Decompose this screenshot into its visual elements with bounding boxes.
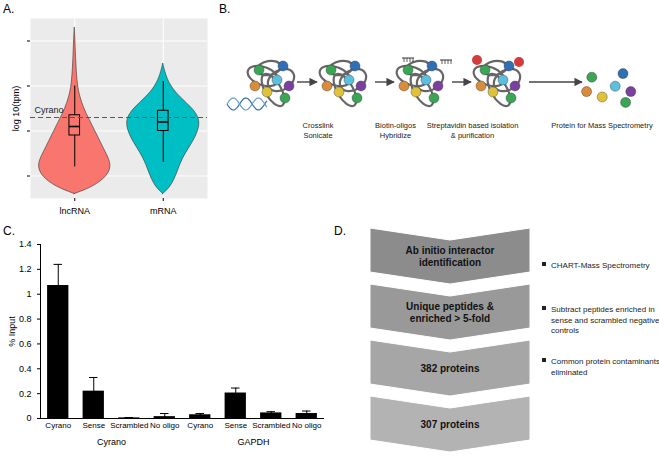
svg-text:382 proteins: 382 proteins: [421, 363, 480, 374]
svg-text:Ab initio interactoridentifica: Ab initio interactoridentification: [406, 245, 495, 268]
svg-text:Subtract peptides enriched ins: Subtract peptides enriched insense and s…: [551, 305, 659, 335]
svg-text:Streptavidin based isolation&: Streptavidin based isolation& purificati…: [427, 121, 519, 140]
svg-text:0.8: 0.8: [19, 314, 32, 324]
svg-text:Cyrano: Cyrano: [45, 421, 71, 430]
svg-text:GAPDH: GAPDH: [237, 437, 269, 447]
svg-text:% Input: % Input: [7, 316, 17, 347]
svg-text:Biotin-oligosHybridize: Biotin-oligosHybridize: [375, 121, 416, 140]
svg-text:0.4: 0.4: [19, 364, 32, 374]
svg-text:D.: D.: [334, 224, 346, 238]
svg-text:Unique peptides &enriched > 5-: Unique peptides &enriched > 5-fold: [406, 301, 494, 324]
svg-text:0.6: 0.6: [19, 339, 32, 349]
svg-text:1.2: 1.2: [19, 264, 32, 274]
svg-text:CHART-Mass Spectrometry: CHART-Mass Spectrometry: [551, 261, 650, 270]
svg-text:lncRNA: lncRNA: [59, 206, 90, 216]
svg-text:No oligo: No oligo: [292, 421, 322, 430]
svg-text:Scrambled: Scrambled: [110, 421, 148, 430]
svg-text:Cyrano: Cyrano: [187, 421, 213, 430]
svg-text:1: 1: [26, 289, 31, 299]
svg-text:307 proteins: 307 proteins: [421, 419, 480, 430]
svg-text:Common protein contaminantseli: Common protein contaminantseliminated: [551, 357, 659, 377]
svg-text:0.2: 0.2: [19, 389, 32, 399]
svg-text:CrosslinkSonicate: CrosslinkSonicate: [303, 121, 334, 140]
html-text:C.: C.: [3, 224, 15, 238]
svg-text:Sense: Sense: [82, 421, 105, 430]
svg-text:Sense: Sense: [224, 421, 247, 430]
svg-text:Scrambled: Scrambled: [252, 421, 290, 430]
html-text:A.: A.: [3, 2, 15, 16]
svg-text:No oligo: No oligo: [150, 421, 180, 430]
svg-text:log 10(tpm): log 10(tpm): [11, 86, 21, 132]
svg-text:Cyrano: Cyrano: [35, 105, 64, 115]
svg-text:B.: B.: [219, 2, 230, 16]
svg-text:1.4: 1.4: [19, 239, 32, 249]
svg-text:Protein for Mass Spectrometry: Protein for Mass Spectrometry: [551, 121, 653, 130]
svg-text:mRNA: mRNA: [150, 206, 177, 216]
svg-text:Cyrano: Cyrano: [97, 437, 126, 447]
svg-text:0: 0: [26, 413, 31, 423]
